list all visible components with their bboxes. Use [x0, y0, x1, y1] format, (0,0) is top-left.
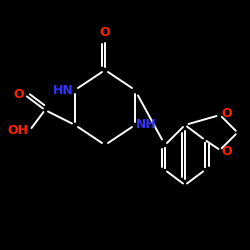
Text: O: O	[13, 88, 24, 102]
Text: O: O	[100, 26, 110, 39]
Text: NH: NH	[136, 118, 157, 132]
Text: OH: OH	[8, 124, 29, 136]
Text: O: O	[221, 145, 232, 158]
Text: O: O	[221, 107, 232, 120]
Text: HN: HN	[53, 84, 74, 96]
